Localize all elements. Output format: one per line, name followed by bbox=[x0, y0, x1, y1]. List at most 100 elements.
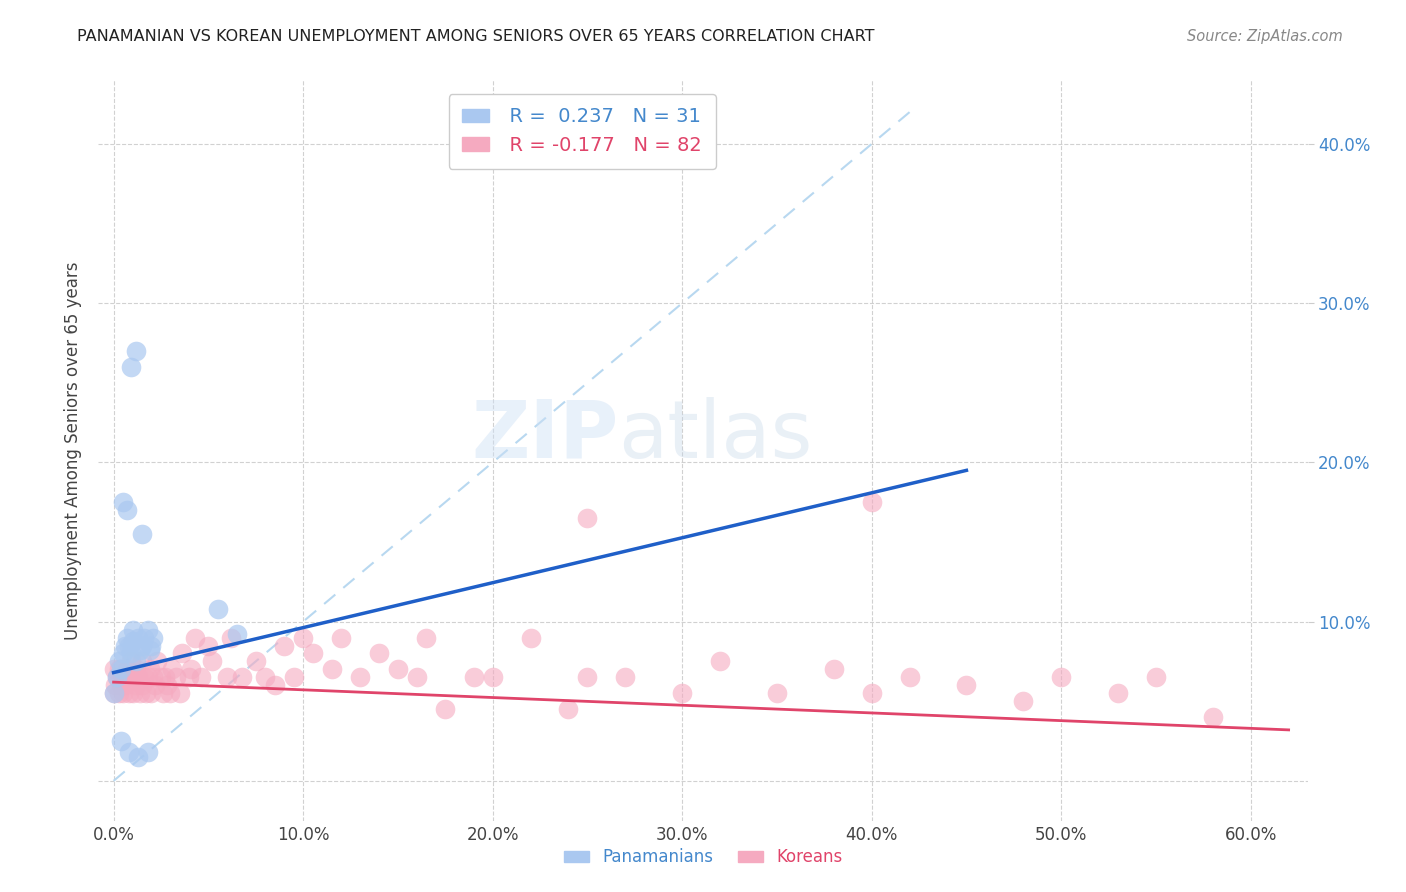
Point bbox=[138, 662, 160, 676]
Point bbox=[143, 678, 166, 692]
Point bbox=[614, 670, 637, 684]
Point bbox=[481, 670, 503, 684]
Point bbox=[132, 631, 155, 645]
Point bbox=[197, 639, 219, 653]
Point bbox=[114, 678, 136, 692]
Point bbox=[127, 750, 149, 764]
Point bbox=[120, 655, 142, 669]
Point bbox=[860, 495, 883, 509]
Text: ZIP: ZIP bbox=[471, 397, 619, 475]
Point bbox=[120, 670, 142, 684]
Y-axis label: Unemployment Among Seniors over 65 years: Unemployment Among Seniors over 65 years bbox=[65, 261, 83, 640]
Point bbox=[1202, 710, 1225, 724]
Point bbox=[245, 655, 267, 669]
Text: Source: ZipAtlas.com: Source: ZipAtlas.com bbox=[1187, 29, 1343, 44]
Point bbox=[125, 662, 148, 676]
Point bbox=[146, 655, 169, 669]
Point bbox=[321, 662, 343, 676]
Point bbox=[141, 639, 163, 653]
Point bbox=[170, 647, 193, 661]
Point bbox=[415, 631, 437, 645]
Point bbox=[131, 639, 153, 653]
Point bbox=[131, 655, 153, 669]
Point bbox=[180, 662, 202, 676]
Point bbox=[387, 662, 409, 676]
Point bbox=[231, 670, 253, 684]
Point bbox=[110, 734, 132, 748]
Point bbox=[273, 639, 295, 653]
Point bbox=[118, 639, 141, 653]
Point bbox=[1107, 686, 1129, 700]
Point bbox=[136, 670, 159, 684]
Point bbox=[138, 643, 160, 657]
Point bbox=[156, 678, 179, 692]
Point bbox=[118, 745, 141, 759]
Point bbox=[1050, 670, 1073, 684]
Point bbox=[190, 670, 212, 684]
Point bbox=[149, 670, 172, 684]
Point bbox=[125, 678, 148, 692]
Point bbox=[463, 670, 485, 684]
Point bbox=[159, 686, 181, 700]
Point bbox=[162, 662, 184, 676]
Legend: Panamanians, Koreans: Panamanians, Koreans bbox=[557, 842, 849, 873]
Point bbox=[136, 623, 159, 637]
Point bbox=[108, 662, 131, 676]
Point bbox=[115, 631, 138, 645]
Point bbox=[860, 686, 883, 700]
Point bbox=[557, 702, 579, 716]
Point bbox=[110, 678, 132, 692]
Point bbox=[292, 631, 315, 645]
Point bbox=[153, 670, 176, 684]
Point bbox=[129, 686, 152, 700]
Point bbox=[766, 686, 789, 700]
Point bbox=[127, 631, 149, 645]
Point bbox=[125, 655, 148, 669]
Point bbox=[103, 686, 125, 700]
Point bbox=[112, 647, 135, 661]
Point bbox=[367, 647, 389, 661]
Point bbox=[108, 655, 131, 669]
Point bbox=[519, 631, 541, 645]
Legend:   R =  0.237   N = 31,   R = -0.177   N = 82: R = 0.237 N = 31, R = -0.177 N = 82 bbox=[449, 94, 716, 169]
Point bbox=[1012, 694, 1035, 708]
Point bbox=[184, 631, 207, 645]
Point bbox=[112, 686, 135, 700]
Point bbox=[671, 686, 693, 700]
Point bbox=[131, 527, 153, 541]
Point bbox=[103, 662, 125, 676]
Point bbox=[576, 511, 599, 525]
Point bbox=[142, 631, 165, 645]
Point bbox=[112, 495, 135, 509]
Point bbox=[129, 643, 152, 657]
Point bbox=[301, 647, 323, 661]
Point bbox=[108, 686, 131, 700]
Point bbox=[225, 627, 247, 641]
Point bbox=[141, 686, 163, 700]
Point bbox=[124, 670, 146, 684]
Point bbox=[898, 670, 921, 684]
Point bbox=[115, 503, 138, 517]
Point bbox=[112, 670, 135, 684]
Point bbox=[263, 678, 285, 692]
Point bbox=[179, 670, 201, 684]
Point bbox=[165, 670, 187, 684]
Point bbox=[1144, 670, 1167, 684]
Point bbox=[121, 633, 143, 648]
Point bbox=[114, 639, 136, 653]
Point bbox=[121, 623, 143, 637]
Point bbox=[120, 359, 142, 374]
Point bbox=[120, 647, 142, 661]
Point bbox=[136, 745, 159, 759]
Point bbox=[330, 631, 353, 645]
Point bbox=[115, 670, 138, 684]
Point bbox=[132, 670, 155, 684]
Point bbox=[125, 343, 148, 358]
Point bbox=[135, 686, 157, 700]
Point bbox=[121, 686, 143, 700]
Point bbox=[118, 686, 141, 700]
Point bbox=[254, 670, 277, 684]
Point bbox=[105, 670, 128, 684]
Point bbox=[110, 662, 132, 676]
Point bbox=[219, 631, 242, 645]
